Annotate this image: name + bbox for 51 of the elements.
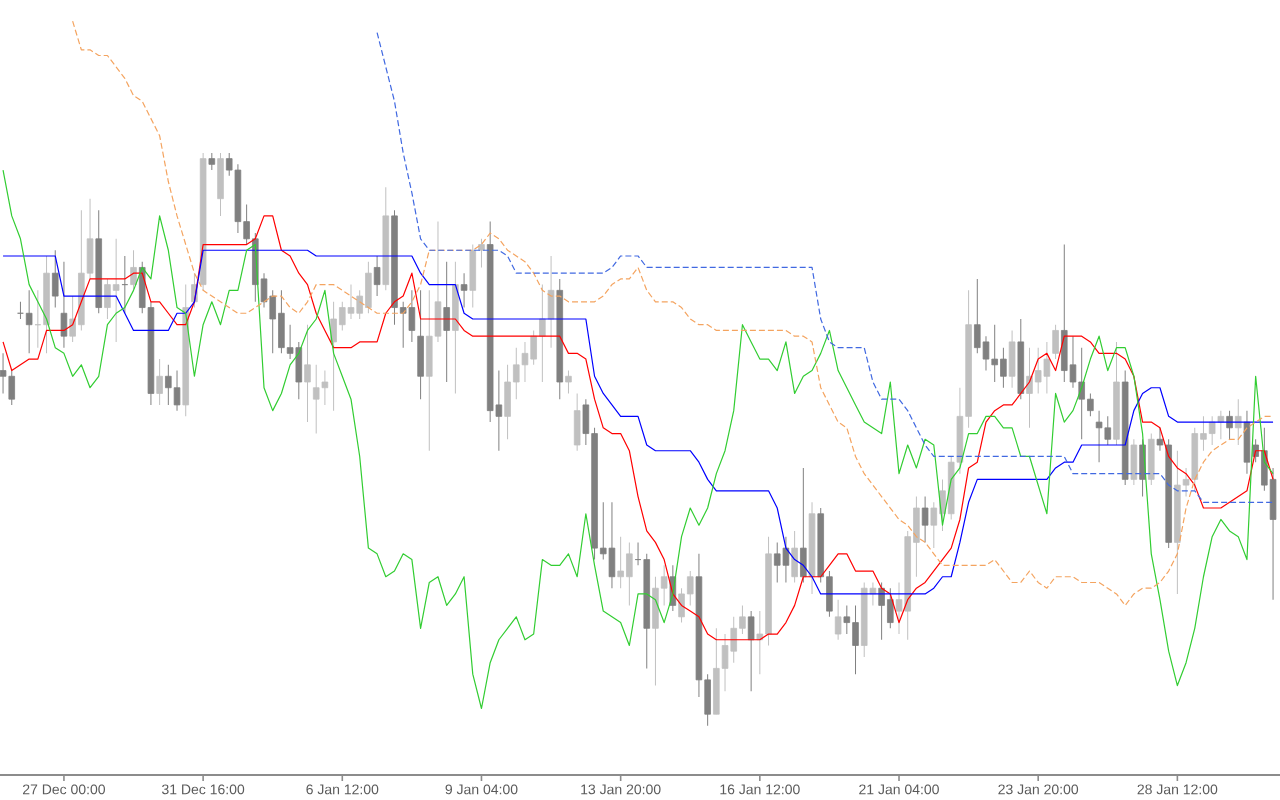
candlestick bbox=[530, 329, 537, 366]
x-tick-label: 31 Dec 16:00 bbox=[162, 784, 245, 795]
candlestick bbox=[1026, 347, 1033, 429]
candlestick bbox=[1156, 427, 1164, 452]
candlestick bbox=[478, 238, 485, 268]
candlestick bbox=[921, 496, 929, 543]
candlestick bbox=[1078, 347, 1085, 440]
candlestick bbox=[156, 358, 163, 406]
x-tick-label: 27 Dec 00:00 bbox=[22, 784, 106, 795]
candlestick bbox=[243, 203, 250, 246]
candlestick bbox=[112, 238, 120, 343]
x-tick-label: 9 Jan 04:00 bbox=[445, 784, 518, 795]
candlestick bbox=[1087, 392, 1094, 417]
candlestick bbox=[1000, 347, 1007, 389]
candlestick bbox=[25, 289, 33, 354]
candlestick bbox=[852, 604, 859, 675]
candlestick bbox=[330, 301, 337, 412]
candlestick bbox=[1208, 415, 1216, 446]
candlestick bbox=[165, 364, 172, 406]
candlestick bbox=[60, 261, 68, 349]
candlestick bbox=[539, 284, 546, 383]
candlestick bbox=[678, 587, 685, 624]
candlestick bbox=[747, 610, 755, 692]
candlestick bbox=[460, 272, 468, 309]
candlestick bbox=[69, 295, 76, 343]
candlestick bbox=[443, 261, 450, 383]
candlestick bbox=[173, 370, 181, 412]
x-tick-label: 6 Jan 12:00 bbox=[306, 784, 379, 795]
candlestick bbox=[834, 599, 842, 641]
candlestick bbox=[686, 570, 694, 606]
candlestick bbox=[304, 324, 311, 423]
candlestick bbox=[565, 370, 572, 394]
candlestick bbox=[373, 255, 381, 297]
candlestick bbox=[1200, 415, 1207, 452]
candlestick bbox=[104, 278, 111, 320]
candlestick bbox=[843, 604, 851, 635]
x-tick-label: 13 Jan 20:00 bbox=[581, 784, 661, 795]
candlestick bbox=[130, 249, 137, 291]
candlestick bbox=[1052, 324, 1059, 360]
x-tick-label: 16 Jan 12:00 bbox=[720, 784, 800, 795]
x-tick-label: 23 Jan 20:00 bbox=[998, 784, 1079, 795]
candlestick bbox=[626, 541, 633, 606]
candlestick bbox=[51, 249, 59, 309]
candlestick bbox=[930, 501, 938, 549]
candlestick bbox=[887, 587, 894, 629]
candlestick bbox=[617, 536, 624, 589]
x-tick-label: 21 Jan 04:00 bbox=[859, 784, 939, 795]
x-tick-label: 28 Jan 12:00 bbox=[1137, 784, 1218, 795]
candlestick bbox=[739, 604, 746, 635]
candlestick bbox=[756, 610, 764, 675]
candlestick bbox=[660, 564, 668, 606]
